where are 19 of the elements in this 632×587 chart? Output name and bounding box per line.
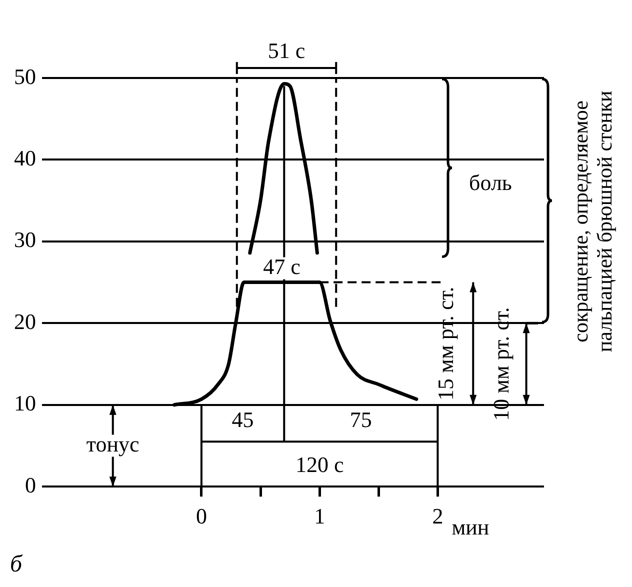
annotation: 45 — [232, 407, 254, 432]
text: б — [10, 551, 23, 578]
annotation: тонус — [86, 432, 140, 457]
y-tick-label: 10 — [14, 390, 36, 416]
annotation: боль — [469, 170, 512, 196]
x-tick-label: 0 — [196, 504, 207, 529]
annotation: 47 с — [263, 254, 301, 280]
x-tick-label: 1 — [314, 504, 326, 529]
y-tick-label: 40 — [14, 146, 36, 170]
x-axis-title: мин — [452, 514, 490, 540]
y-tick-label: 30 — [14, 227, 36, 252]
y-tick-label: 0 — [25, 472, 36, 498]
text: 51 с — [268, 38, 306, 63]
annotation: 120 с — [295, 452, 344, 477]
y-tick-label: 50 — [14, 64, 36, 89]
x-tick-label: 2 — [432, 504, 444, 529]
y-tick-label: 20 — [14, 308, 36, 334]
text: сокращение, определяемое пальпацией брюшной стенки — [568, 90, 617, 352]
annotation: 75 — [350, 407, 372, 432]
